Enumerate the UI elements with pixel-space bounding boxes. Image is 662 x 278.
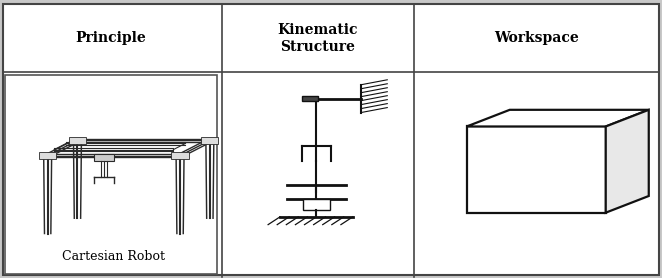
Bar [303,199,330,210]
Bar [69,137,86,144]
Polygon shape [606,110,649,213]
Bar [301,96,318,101]
Text: Kinematic
Structure: Kinematic Structure [277,23,358,54]
Text: Principle: Principle [75,31,146,45]
Text: Workspace: Workspace [494,31,579,45]
Bar [5,75,217,274]
Bar [94,154,114,161]
Polygon shape [467,126,606,213]
Bar [171,152,189,159]
Bar [39,152,56,159]
Bar [201,137,218,144]
Polygon shape [467,110,649,126]
Text: Cartesian Robot: Cartesian Robot [62,250,166,263]
